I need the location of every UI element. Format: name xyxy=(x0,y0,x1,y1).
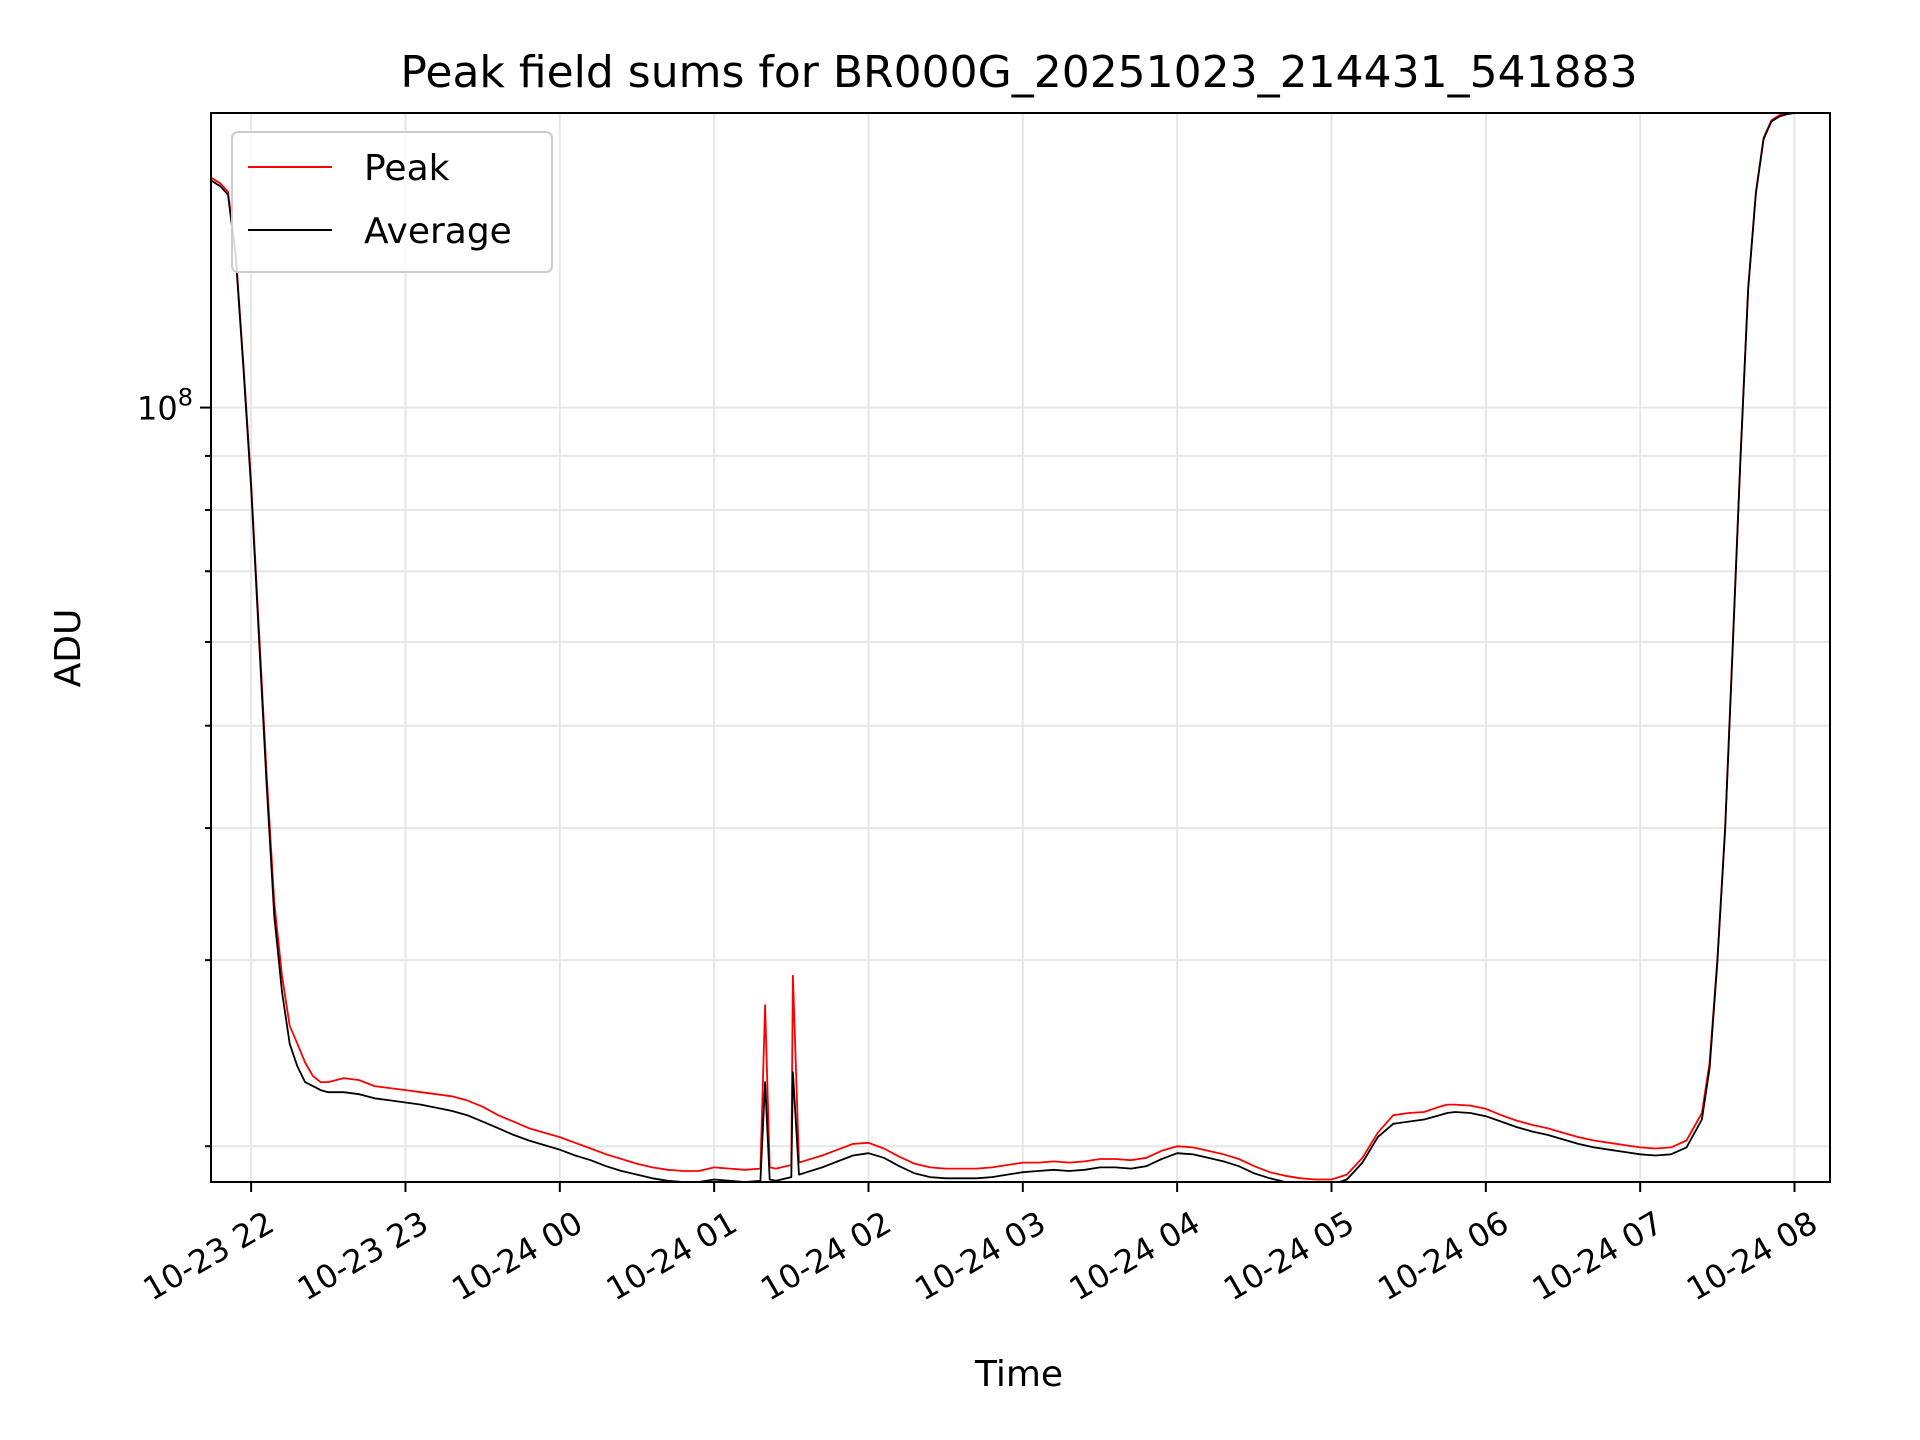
grid-layer xyxy=(211,113,1830,1182)
chart-title: Peak field sums for BR000G_20251023_2144… xyxy=(400,47,1637,98)
x-axis-label: Time xyxy=(974,1354,1063,1395)
y-tick-label: 108 xyxy=(137,384,193,428)
plot-frame xyxy=(210,112,1831,1183)
plot-background xyxy=(211,113,1830,1182)
y-axis-label: ADU xyxy=(48,609,89,688)
y-tick-label-base: 10 xyxy=(137,390,178,428)
legend-label-peak: Peak xyxy=(364,148,450,189)
legend: Peak Average xyxy=(231,131,553,273)
y-tick-label-exponent: 8 xyxy=(178,384,193,412)
legend-label-average: Average xyxy=(364,211,512,252)
series-line-average xyxy=(211,113,1795,1182)
series-layer xyxy=(211,113,1795,1182)
series-line-peak xyxy=(211,113,1795,1181)
plot-area: 10-23 22 10-23 23 10-24 00 10-24 01 10-24 02… xyxy=(137,112,1831,1308)
